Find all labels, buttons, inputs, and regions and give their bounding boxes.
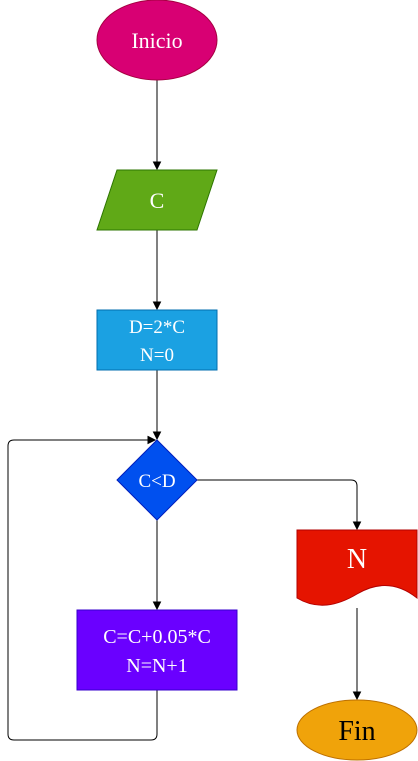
decision-label: C<D	[138, 471, 175, 492]
update-line1: C=C+0.05*C	[103, 626, 211, 648]
node-update: C=C+0.05*C N=N+1	[76, 609, 238, 691]
end-ellipse	[296, 699, 418, 761]
output-document-shape	[296, 529, 418, 606]
start-label: Inicio	[131, 28, 182, 53]
init-rect	[96, 309, 218, 371]
node-start: Inicio	[96, 0, 218, 81]
node-init: D=2*C N=0	[96, 309, 218, 371]
output-label: N	[347, 544, 367, 575]
node-input: C	[96, 169, 218, 231]
node-output: N	[296, 529, 418, 606]
input-label: C	[150, 188, 165, 213]
node-decision: C<D	[116, 439, 198, 521]
update-rect	[76, 609, 238, 691]
start-ellipse	[96, 0, 218, 81]
update-line2: N=N+1	[126, 655, 187, 677]
init-line1: D=2*C	[129, 317, 185, 338]
edge-update-loop-back	[7, 435, 158, 741]
edge-decision-to-output	[197, 479, 362, 531]
init-line2: N=0	[140, 345, 174, 366]
edges	[7, 80, 362, 741]
decision-diamond	[116, 439, 198, 521]
node-end: Fin	[296, 699, 418, 761]
input-parallelogram	[96, 169, 218, 231]
end-label: Fin	[338, 716, 375, 747]
